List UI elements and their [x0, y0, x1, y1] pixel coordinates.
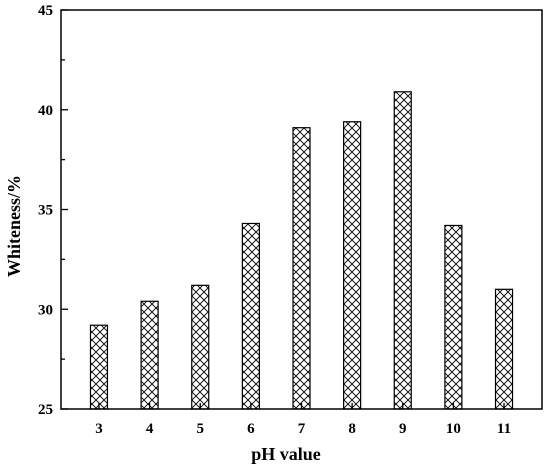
bar-ph-10: [444, 224, 463, 410]
x-tick-label: 3: [95, 421, 103, 437]
y-tick-label: 25: [38, 402, 53, 418]
y-tick-label: 45: [38, 3, 53, 19]
bar-ph-3: [89, 324, 109, 410]
x-tick-label: 4: [146, 421, 154, 437]
y-axis-title: Whiteness/%: [4, 175, 24, 277]
bar-ph-5: [191, 284, 210, 410]
bar-ph-8: [343, 121, 362, 410]
y-tick-label: 30: [38, 302, 53, 318]
x-tick-label: 5: [196, 421, 204, 437]
bar-ph-9: [393, 91, 412, 410]
x-tick-label: 8: [348, 421, 356, 437]
x-tick-label: 10: [446, 421, 461, 437]
bar-ph-11: [494, 288, 514, 410]
x-axis-title: pH value: [251, 444, 321, 464]
bar-ph-4: [140, 300, 159, 410]
bar-ph-7: [292, 127, 311, 410]
x-tick-label: 6: [247, 421, 255, 437]
x-tick-label: 11: [497, 421, 511, 437]
bar-ph-6: [241, 222, 260, 410]
y-tick-label: 40: [38, 103, 53, 119]
y-tick-label: 35: [38, 203, 53, 219]
x-tick-label: 9: [399, 421, 407, 437]
x-tick-label: 7: [298, 421, 306, 437]
